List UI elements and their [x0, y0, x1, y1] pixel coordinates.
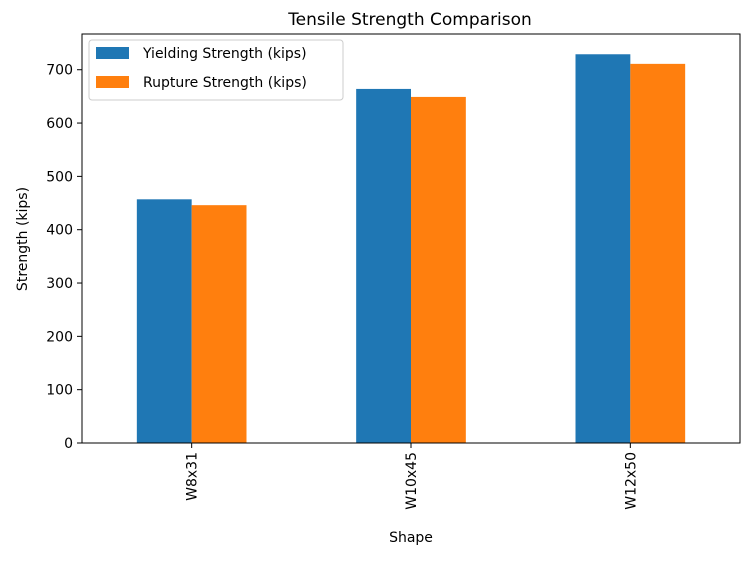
y-tick-label: 600	[46, 116, 73, 132]
legend-box	[88, 39, 344, 101]
chart-title: Tensile Strength Comparison	[287, 10, 532, 30]
legend-label-yielding: Yielding Strength (kips)	[142, 46, 307, 62]
bar-yielding-w12x50	[575, 54, 631, 443]
bar-yielding-w8x31	[136, 199, 192, 443]
y-tick-label: 400	[46, 223, 73, 239]
y-tick-label: 200	[46, 329, 73, 345]
y-tick-label: 0	[64, 436, 73, 452]
y-axis: 0 100 200 300 400 500 600 700	[46, 63, 82, 452]
legend-swatch-yielding	[96, 47, 129, 59]
bar-rupture-w10x45	[411, 96, 466, 443]
y-tick-label: 700	[46, 63, 73, 79]
x-tick-label-w8x31: W8x31	[185, 452, 201, 501]
legend-swatch-rupture	[96, 76, 129, 88]
bar-yielding-w10x45	[356, 88, 411, 443]
x-axis: W8x31 W10x45 W12x50	[185, 443, 639, 510]
y-tick-label: 500	[46, 169, 73, 185]
y-axis-title: Strength (kips)	[15, 187, 31, 291]
x-tick-label-w12x50: W12x50	[623, 452, 639, 510]
y-tick-label: 100	[46, 383, 73, 399]
y-tick-label: 300	[46, 276, 73, 292]
x-tick-label-w10x45: W10x45	[404, 452, 420, 510]
bar-rupture-w12x50	[630, 63, 686, 444]
x-axis-title: Shape	[389, 530, 433, 546]
legend: Yielding Strength (kips) Rupture Strengt…	[88, 39, 344, 101]
legend-label-rupture: Rupture Strength (kips)	[143, 75, 307, 91]
bars-layer	[136, 54, 686, 444]
bar-rupture-w8x31	[191, 205, 247, 443]
